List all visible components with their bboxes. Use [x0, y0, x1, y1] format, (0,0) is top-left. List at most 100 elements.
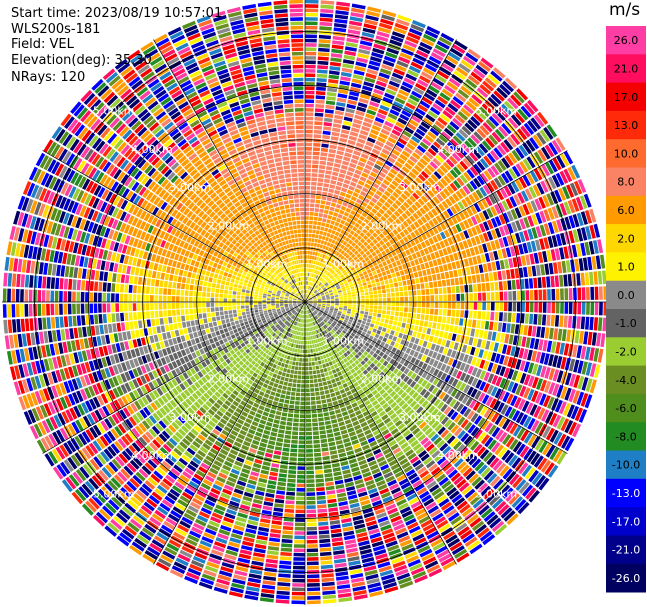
velocity-cell — [312, 422, 318, 427]
velocity-cell — [388, 334, 394, 340]
velocity-cell — [447, 237, 454, 246]
velocity-cell — [396, 93, 408, 101]
velocity-cell — [556, 219, 563, 232]
velocity-cell — [319, 17, 333, 22]
velocity-cell — [311, 181, 317, 186]
velocity-cell — [311, 282, 314, 287]
velocity-cell — [603, 286, 606, 300]
velocity-cell — [458, 277, 464, 285]
velocity-cell — [279, 425, 286, 430]
velocity-cell — [515, 163, 525, 175]
velocity-cell — [473, 310, 478, 319]
velocity-cell — [493, 177, 503, 188]
velocity-cell — [365, 113, 375, 120]
velocity-cell — [542, 302, 547, 313]
velocity-cell — [369, 305, 374, 309]
velocity-cell — [376, 112, 387, 120]
velocity-cell — [276, 490, 286, 495]
velocity-cell — [292, 361, 296, 366]
velocity-cell — [355, 290, 360, 294]
velocity-cell — [354, 212, 361, 219]
velocity-cell — [316, 487, 325, 492]
velocity-cell — [389, 231, 395, 238]
velocity-cell — [272, 423, 279, 429]
velocity-cell — [327, 157, 335, 163]
velocity-cell — [418, 326, 423, 333]
velocity-cell — [498, 312, 503, 322]
velocity-cell — [452, 193, 460, 202]
velocity-cell — [329, 374, 335, 380]
velocity-cell — [438, 287, 443, 294]
velocity-cell — [315, 285, 319, 289]
velocity-cell — [482, 292, 486, 301]
velocity-cell — [446, 172, 455, 182]
velocity-cell — [308, 286, 310, 290]
velocity-cell — [421, 233, 428, 241]
velocity-cell — [328, 370, 333, 376]
velocity-cell — [385, 314, 390, 320]
velocity-cell — [424, 151, 434, 160]
velocity-cell — [594, 286, 599, 300]
velocity-cell — [334, 409, 341, 414]
velocity-cell — [311, 340, 314, 344]
velocity-cell — [399, 258, 405, 265]
velocity-cell — [376, 282, 381, 287]
velocity-cell — [315, 482, 325, 487]
velocity-cell — [382, 124, 392, 132]
velocity-cell — [300, 345, 303, 349]
velocity-cell — [293, 414, 300, 418]
velocity-cell — [482, 263, 488, 273]
velocity-cell — [538, 289, 543, 301]
velocity-cell — [327, 247, 332, 252]
velocity-cell — [318, 382, 323, 387]
velocity-cell — [430, 329, 436, 336]
velocity-cell — [519, 218, 526, 230]
velocity-cell — [501, 157, 511, 169]
velocity-cell — [336, 150, 344, 156]
velocity-cell — [355, 287, 360, 291]
velocity-cell — [368, 211, 375, 218]
velocity-cell — [441, 62, 454, 73]
velocity-cell — [305, 345, 308, 349]
velocity-cell — [335, 268, 340, 273]
velocity-cell — [339, 389, 346, 394]
velocity-cell — [580, 272, 586, 286]
velocity-cell — [551, 139, 562, 153]
velocity-cell — [323, 209, 329, 214]
velocity-cell — [305, 414, 312, 419]
velocity-cell — [448, 77, 461, 88]
velocity-cell — [392, 236, 399, 243]
velocity-cell — [442, 110, 453, 120]
velocity-cell — [312, 294, 316, 298]
velocity-cell — [346, 103, 356, 110]
velocity-cell — [476, 87, 489, 98]
velocity-cell — [371, 51, 384, 59]
velocity-cell — [522, 242, 529, 254]
velocity-cell — [387, 84, 399, 92]
velocity-cell — [259, 522, 270, 528]
velocity-cell — [382, 289, 386, 294]
velocity-cell — [256, 374, 262, 380]
velocity-cell — [307, 259, 310, 264]
velocity-cell — [380, 256, 385, 263]
velocity-cell — [399, 327, 405, 334]
velocity-cell — [311, 278, 314, 282]
velocity-cell — [368, 272, 373, 277]
velocity-cell — [443, 229, 451, 238]
velocity-cell — [260, 387, 267, 393]
velocity-cell — [306, 513, 317, 518]
velocity-cell — [322, 254, 326, 259]
velocity-cell — [379, 322, 384, 327]
velocity-cell — [427, 147, 437, 157]
velocity-cell — [347, 294, 352, 298]
velocity-cell — [329, 282, 334, 286]
velocity-cell — [296, 496, 305, 501]
velocity-cell — [367, 175, 376, 182]
velocity-cell — [469, 247, 476, 256]
velocity-cell — [307, 340, 310, 345]
velocity-cell — [331, 239, 336, 244]
velocity-cell — [419, 277, 424, 283]
velocity-cell — [315, 396, 321, 401]
velocity-cell — [355, 142, 365, 148]
